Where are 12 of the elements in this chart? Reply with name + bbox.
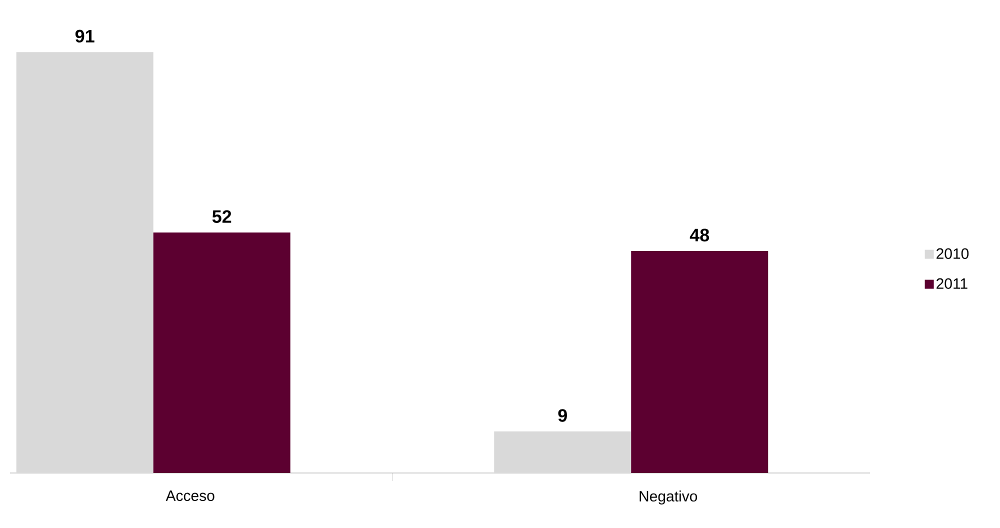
bar [494, 431, 632, 473]
x-tick-label: Acceso [166, 490, 214, 501]
bar [631, 250, 768, 473]
data-label: 9 [558, 409, 567, 422]
bar [16, 52, 154, 473]
data-label: 48 [690, 228, 710, 242]
bar [153, 232, 290, 473]
data-label: 91 [75, 30, 94, 43]
legend-label: 2011 [936, 278, 968, 289]
legend-label: 2010 [936, 248, 969, 259]
x-tick-label: Negativo [640, 490, 698, 505]
data-label: 52 [212, 210, 232, 223]
